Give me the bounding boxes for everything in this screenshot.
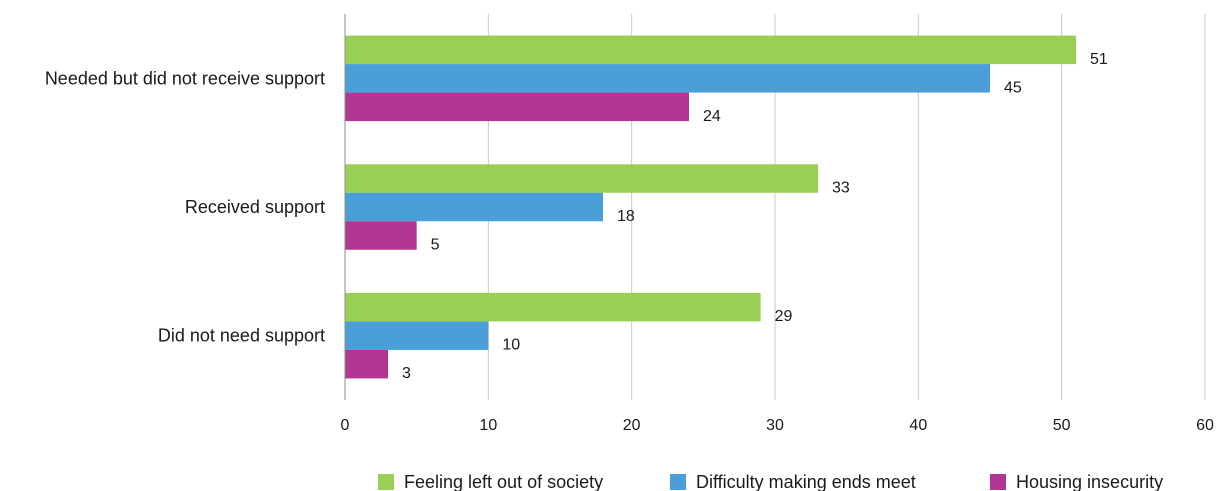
category-label-2: Did not need support bbox=[158, 326, 325, 346]
bar-0-1 bbox=[345, 64, 990, 93]
bar-1-0 bbox=[345, 164, 818, 193]
bars bbox=[345, 35, 1076, 379]
x-axis-ticks: 0 10 20 30 40 50 60 bbox=[341, 417, 1214, 434]
category-label-1: Received support bbox=[185, 197, 325, 217]
category-labels: Needed but did not receive support Receiv… bbox=[45, 68, 325, 345]
tick-label-10: 10 bbox=[479, 417, 497, 434]
legend-label-2: Housing insecurity bbox=[1016, 472, 1163, 491]
legend-label-1: Difficulty making ends meet bbox=[696, 472, 916, 491]
tick-label-30: 30 bbox=[766, 417, 784, 434]
bar-0-2 bbox=[345, 92, 689, 122]
category-label-0: Needed but did not receive support bbox=[45, 68, 325, 88]
legend-swatch-1 bbox=[670, 474, 686, 490]
value-label-1-1: 18 bbox=[617, 208, 635, 225]
tick-label-20: 20 bbox=[623, 417, 641, 434]
bar-1-2 bbox=[345, 221, 417, 250]
value-label-2-2: 3 bbox=[402, 365, 411, 382]
tick-label-0: 0 bbox=[341, 417, 350, 434]
bar-0-0 bbox=[345, 35, 1076, 65]
value-labels: 51 45 24 33 18 5 29 10 3 bbox=[402, 51, 1108, 382]
tick-label-40: 40 bbox=[909, 417, 927, 434]
value-label-2-0: 29 bbox=[775, 308, 793, 325]
legend-label-0: Feeling left out of society bbox=[404, 472, 603, 491]
tick-label-50: 50 bbox=[1053, 417, 1071, 434]
value-label-0-0: 51 bbox=[1090, 51, 1108, 68]
legend-swatch-2 bbox=[990, 474, 1006, 490]
bar-1-1 bbox=[345, 192, 603, 222]
bar-2-0 bbox=[345, 292, 761, 322]
bar-2-1 bbox=[345, 321, 489, 350]
tick-label-60: 60 bbox=[1196, 417, 1214, 434]
value-label-0-2: 24 bbox=[703, 108, 721, 125]
bar-2-2 bbox=[345, 349, 388, 379]
legend-swatch-0 bbox=[378, 474, 394, 490]
value-label-0-1: 45 bbox=[1004, 79, 1022, 96]
legend: Feeling left out of society Difficulty ma… bbox=[378, 472, 1163, 491]
value-label-2-1: 10 bbox=[502, 337, 520, 354]
value-label-1-2: 5 bbox=[431, 237, 440, 254]
value-label-1-0: 33 bbox=[832, 180, 850, 197]
